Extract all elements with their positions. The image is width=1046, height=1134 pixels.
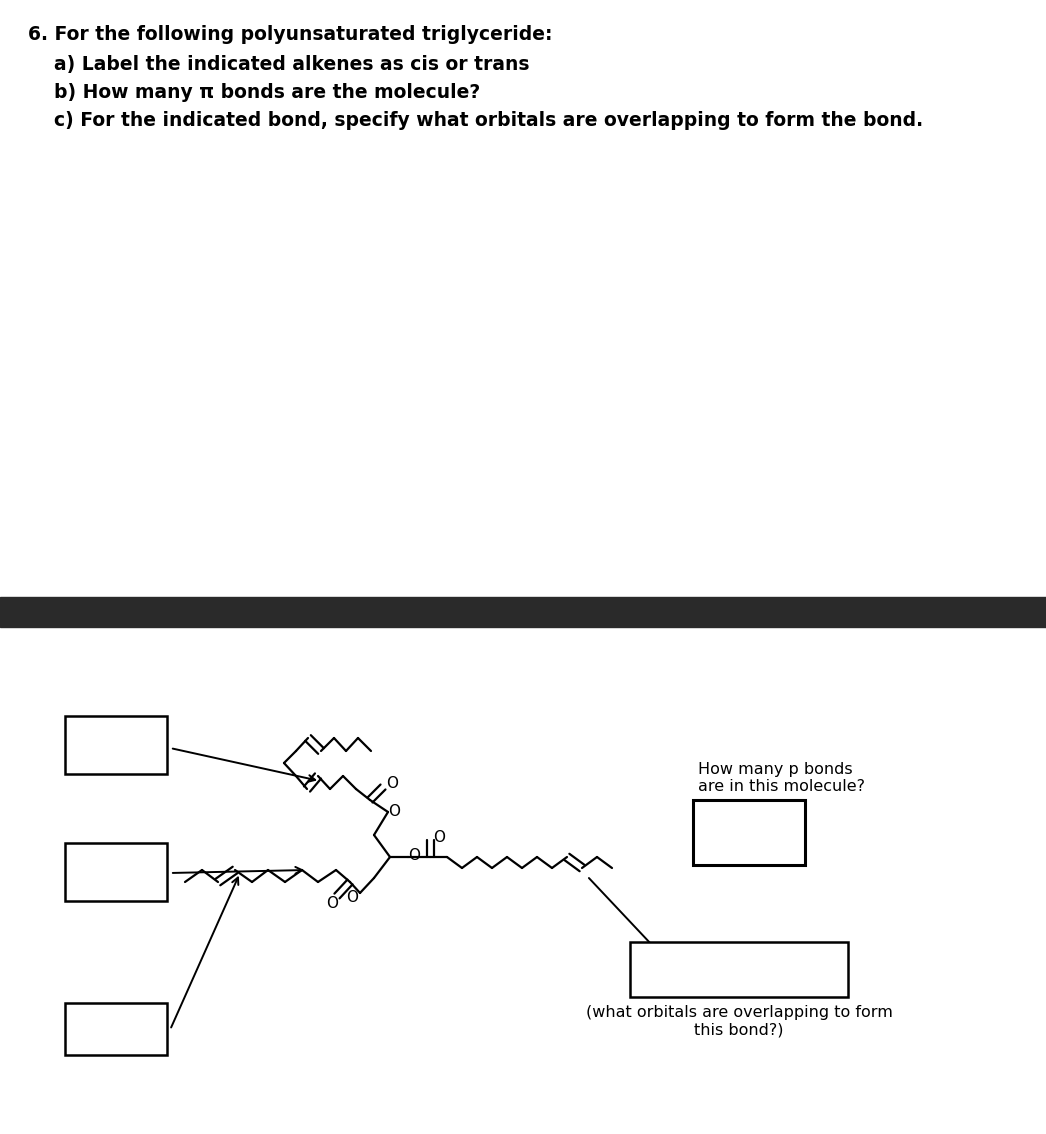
Text: O: O (346, 889, 358, 905)
Text: O: O (408, 848, 420, 863)
Text: a) Label the indicated alkenes as cis or trans: a) Label the indicated alkenes as cis or… (28, 56, 529, 74)
Text: c) For the indicated bond, specify what orbitals are overlapping to form the bon: c) For the indicated bond, specify what … (28, 111, 924, 130)
Text: O: O (326, 897, 338, 912)
Bar (65, 716, 167, 775)
Text: b) How many π bonds are the molecule?: b) How many π bonds are the molecule? (28, 83, 480, 102)
Text: 6. For the following polyunsaturated triglyceride:: 6. For the following polyunsaturated tri… (28, 25, 552, 44)
Bar (693, 799, 805, 865)
Text: How many p bonds
are in this molecule?: How many p bonds are in this molecule? (698, 762, 865, 795)
Bar (65, 843, 167, 902)
Text: (what orbitals are overlapping to form
this bond?): (what orbitals are overlapping to form t… (586, 1005, 892, 1038)
Bar (630, 942, 848, 997)
Text: O: O (433, 829, 445, 845)
Bar (0, 596, 1046, 627)
Bar (65, 1002, 167, 1055)
Text: O: O (388, 804, 400, 819)
Text: O: O (386, 776, 397, 790)
